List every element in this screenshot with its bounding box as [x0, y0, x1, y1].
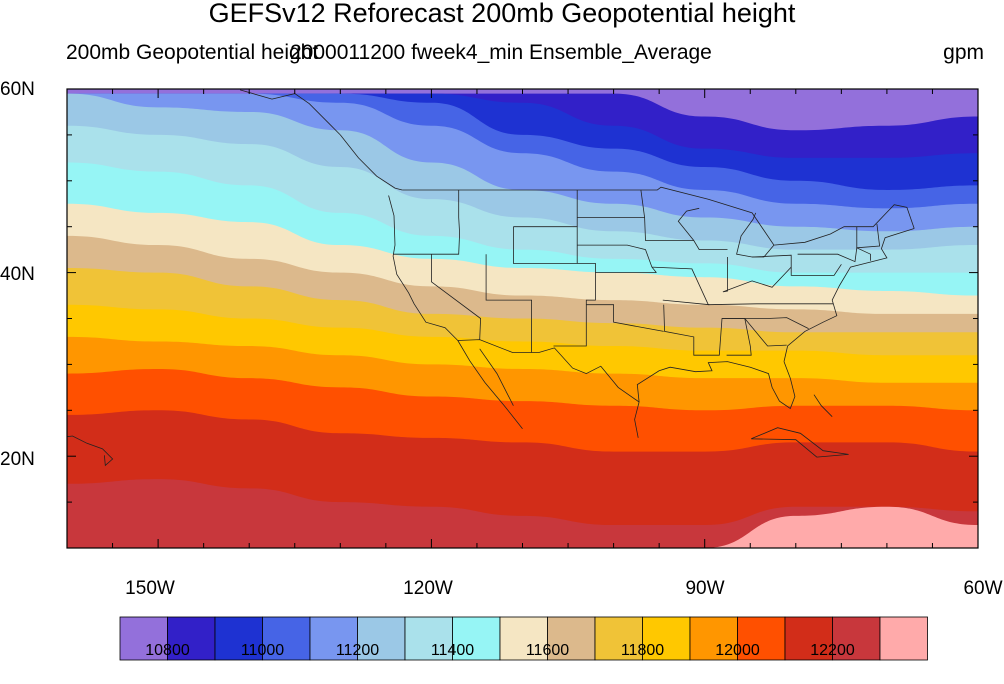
axis-ticks [67, 88, 979, 548]
border-bc-coast [339, 134, 403, 191]
colorbar-label: 11200 [335, 642, 380, 659]
units-label: gpm [943, 41, 984, 64]
colorbar-label: 11400 [430, 642, 475, 659]
map-borders-layer [67, 89, 915, 467]
border-state-line-18 [722, 257, 792, 293]
lon-label-90w: 90W [685, 578, 725, 599]
colorbar [119, 616, 928, 661]
lat-label-60n: 60N [0, 79, 35, 100]
colorbar-swatch [879, 616, 928, 661]
colorbar-label: 12000 [715, 642, 760, 659]
border-cuba [751, 427, 849, 458]
border-atlantic-coast [783, 228, 915, 362]
border-state-line-20 [856, 223, 881, 249]
colorbar-swatch [784, 616, 833, 661]
border-state-line-12 [651, 266, 834, 306]
colorbar-label: 11600 [525, 642, 570, 659]
border-state-line-22 [736, 212, 775, 258]
colorbar-label: 10800 [145, 642, 190, 659]
border-mexico-gulf [634, 401, 640, 438]
lon-label-60w: 60W [963, 578, 1003, 599]
lat-label-40n: 40N [0, 264, 35, 285]
border-us-mexico-border [457, 339, 640, 403]
border-hawaii [67, 435, 114, 467]
variable-subtitle: 200mb Geopotential height [66, 41, 319, 64]
border-us-canada-border [402, 186, 915, 246]
colorbar-label: 11000 [240, 642, 285, 659]
border-state-line-14 [663, 304, 752, 356]
contour-band-max [67, 506, 978, 548]
colorbar-swatch [737, 616, 786, 661]
colorbar-swatch [119, 616, 168, 661]
border-state-line-16 [744, 318, 787, 347]
colorbar-swatch [262, 616, 311, 661]
border-bahamas [813, 394, 833, 417]
contour-band [67, 479, 978, 548]
border-state-line-8 [586, 304, 664, 332]
colorbar-swatch [689, 616, 738, 661]
colorbar-swatch [499, 616, 548, 661]
border-state-line-19 [797, 247, 871, 263]
border-alaska-panhandle [239, 89, 341, 136]
colorbar-swatch [404, 616, 453, 661]
border-state-line-10 [577, 244, 657, 273]
border-state-line-4 [485, 254, 532, 353]
colorbar-swatch [642, 616, 691, 661]
border-state-line-17 [752, 254, 842, 276]
border-state-line-9 [640, 189, 728, 251]
border-baja-east [479, 348, 514, 406]
border-state-line-6 [553, 262, 596, 347]
chart-title: GEFSv12 Reforecast 200mb Geopotential he… [208, 0, 796, 28]
border-state-line-1 [393, 190, 461, 255]
run-subtitle: 2000011200 fweek4_min Ensemble_Average [290, 41, 712, 64]
lon-label-120w: 120W [403, 578, 453, 599]
contour-fill-layer [67, 89, 978, 548]
border-state-line-13 [662, 299, 710, 306]
border-state-line-2 [430, 254, 482, 340]
border-mexico-pacific [457, 340, 523, 429]
colorbar-label: 12200 [810, 642, 855, 659]
colorbar-swatch [214, 616, 263, 661]
border-us-west-coast [388, 195, 459, 341]
colorbar-swatch [167, 616, 216, 661]
border-state-line-21 [677, 207, 700, 241]
colorbar-label: 11800 [620, 642, 665, 659]
border-gulf-coast [636, 361, 796, 410]
lat-label-20n: 20N [0, 449, 35, 470]
lon-label-150w: 150W [125, 578, 175, 599]
colorbar-swatch [594, 616, 643, 661]
colorbar-swatch [832, 616, 881, 661]
